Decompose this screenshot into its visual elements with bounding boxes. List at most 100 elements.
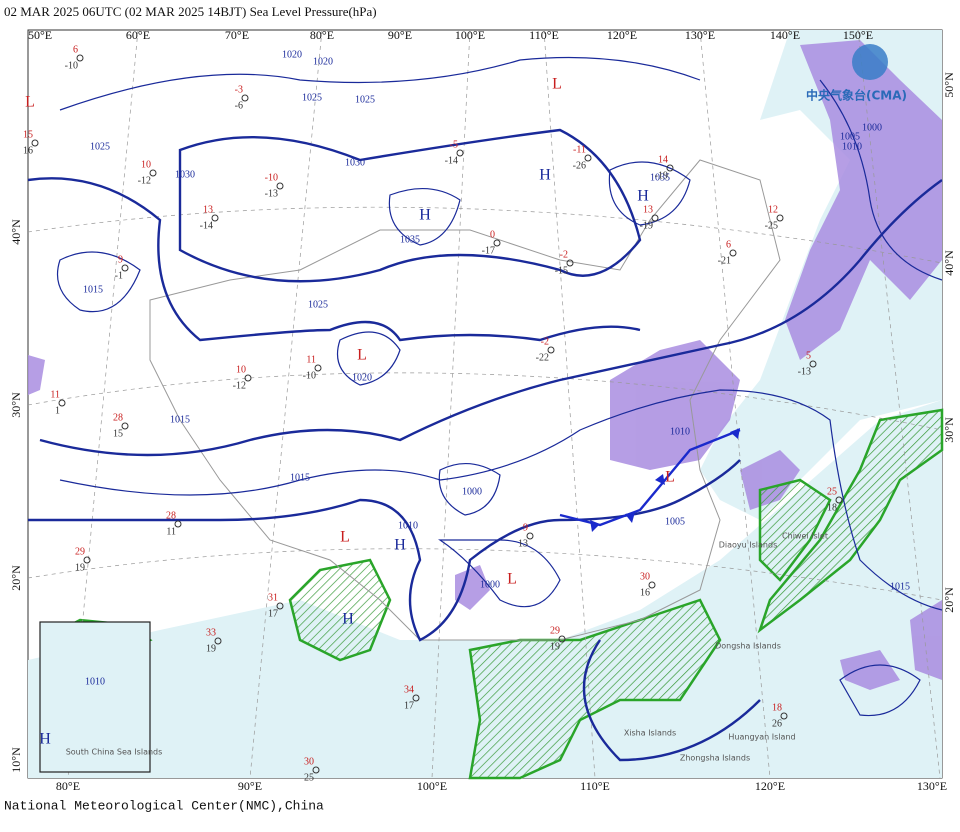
precip [840,650,900,690]
isobar-label: 1025 [302,92,322,103]
station-dew: 19 [75,562,85,573]
station-dew: -14 [445,155,458,166]
station [214,637,222,645]
lon-line [543,29,596,779]
isobar [56,251,141,313]
station [241,94,249,102]
station-temp: 29 [550,625,560,636]
lat-label: 20°N [942,587,956,613]
lon-label: 130°E [917,779,947,793]
footer: National Meteorological Center(NMC),Chin… [4,798,324,813]
station [83,556,91,564]
station [493,239,501,247]
precip [740,450,800,510]
station-temp: 5 [806,350,811,361]
station-temp: 30 [304,756,314,767]
lon-label: 60°E [126,28,150,42]
station [809,360,817,368]
place-label: Zhongsha Islands [680,754,750,763]
station-temp: 6 [726,239,731,250]
front-triangle [655,474,665,485]
pressure-center: H [637,188,649,205]
precip [610,340,740,470]
station [76,54,84,62]
station [211,214,219,222]
cold-front [559,428,741,527]
logo-text: 中央气象台(CMA) [806,88,907,103]
station-temp: -11 [573,144,586,155]
place-label: Chiwei Islet [782,532,828,541]
station [780,712,788,720]
isobar [582,639,761,762]
station-temp: 33 [206,627,216,638]
isobar-label: 1000 [480,579,500,590]
station [566,259,574,267]
lat-label: 40°N [9,219,23,245]
isobar-label: 1025 [90,141,110,152]
station [651,214,659,222]
station [729,249,737,257]
isobar-label: 1000 [462,486,482,497]
station [584,154,592,162]
station [31,139,39,147]
rain-area [757,408,944,634]
station-temp: 10 [141,159,151,170]
isobar [438,539,561,608]
isobar-label: 1020 [352,372,372,383]
station [835,496,843,504]
isobar-label: 1015 [290,472,310,483]
title: 02 MAR 2025 06UTC (02 MAR 2025 14BJT) Se… [4,4,377,19]
station-dew: 11 [166,526,176,537]
station-dew: 16 [640,587,650,598]
lat-line [27,206,943,264]
station-dew: 25 [304,772,314,783]
station [149,169,157,177]
station-temp: -3 [235,84,243,95]
station [412,694,420,702]
lat-line [27,372,943,431]
pressure-center: L [25,94,35,111]
station-dew: -17 [482,245,495,256]
station [312,766,320,774]
place-label: Diaoyu Islands [719,541,778,550]
station [526,532,534,540]
precip-areas [28,40,942,690]
lat-label: 40°N [942,250,956,276]
lat-label: 30°N [9,392,23,418]
isobar-label: 1005 [840,131,860,142]
station-dew: -1 [115,270,123,281]
lat-label: 50°N [942,72,956,98]
isobar [839,664,921,717]
isobar-label: 1010 [842,141,862,152]
station-temp: 9 [118,254,123,265]
station-temp: 28 [113,412,123,423]
pressure-center: L [507,571,517,588]
isobar-label: 1010 [398,520,418,531]
lon-label: 80°E [56,779,80,793]
isobar [59,56,701,111]
station-dew: 13 [518,538,528,549]
lon-line [431,29,471,779]
station-dew: 26 [772,718,782,729]
logo-circle [852,44,888,80]
lon-label: 50°E [28,28,52,42]
lon-label: 150°E [843,28,873,42]
station-dew: -21 [718,255,731,266]
isobar [39,179,943,457]
isobar [608,161,691,226]
station-dew: -12 [233,380,246,391]
station [276,602,284,610]
station-temp: 9 [523,522,528,533]
station-dew: -15 [555,265,568,276]
place-label: Dongsha Islands [715,642,781,651]
front-triangle [590,520,600,532]
station [456,149,464,157]
station-temp: 12 [768,204,778,215]
station-temp: -2 [560,249,568,260]
pressure-center: L [357,347,367,364]
isobar [388,187,461,246]
isobar [27,177,641,342]
lat-label: 20°N [9,565,23,591]
place-label: Xisha Islands [624,729,676,738]
isobar-label: 1020 [313,56,333,67]
